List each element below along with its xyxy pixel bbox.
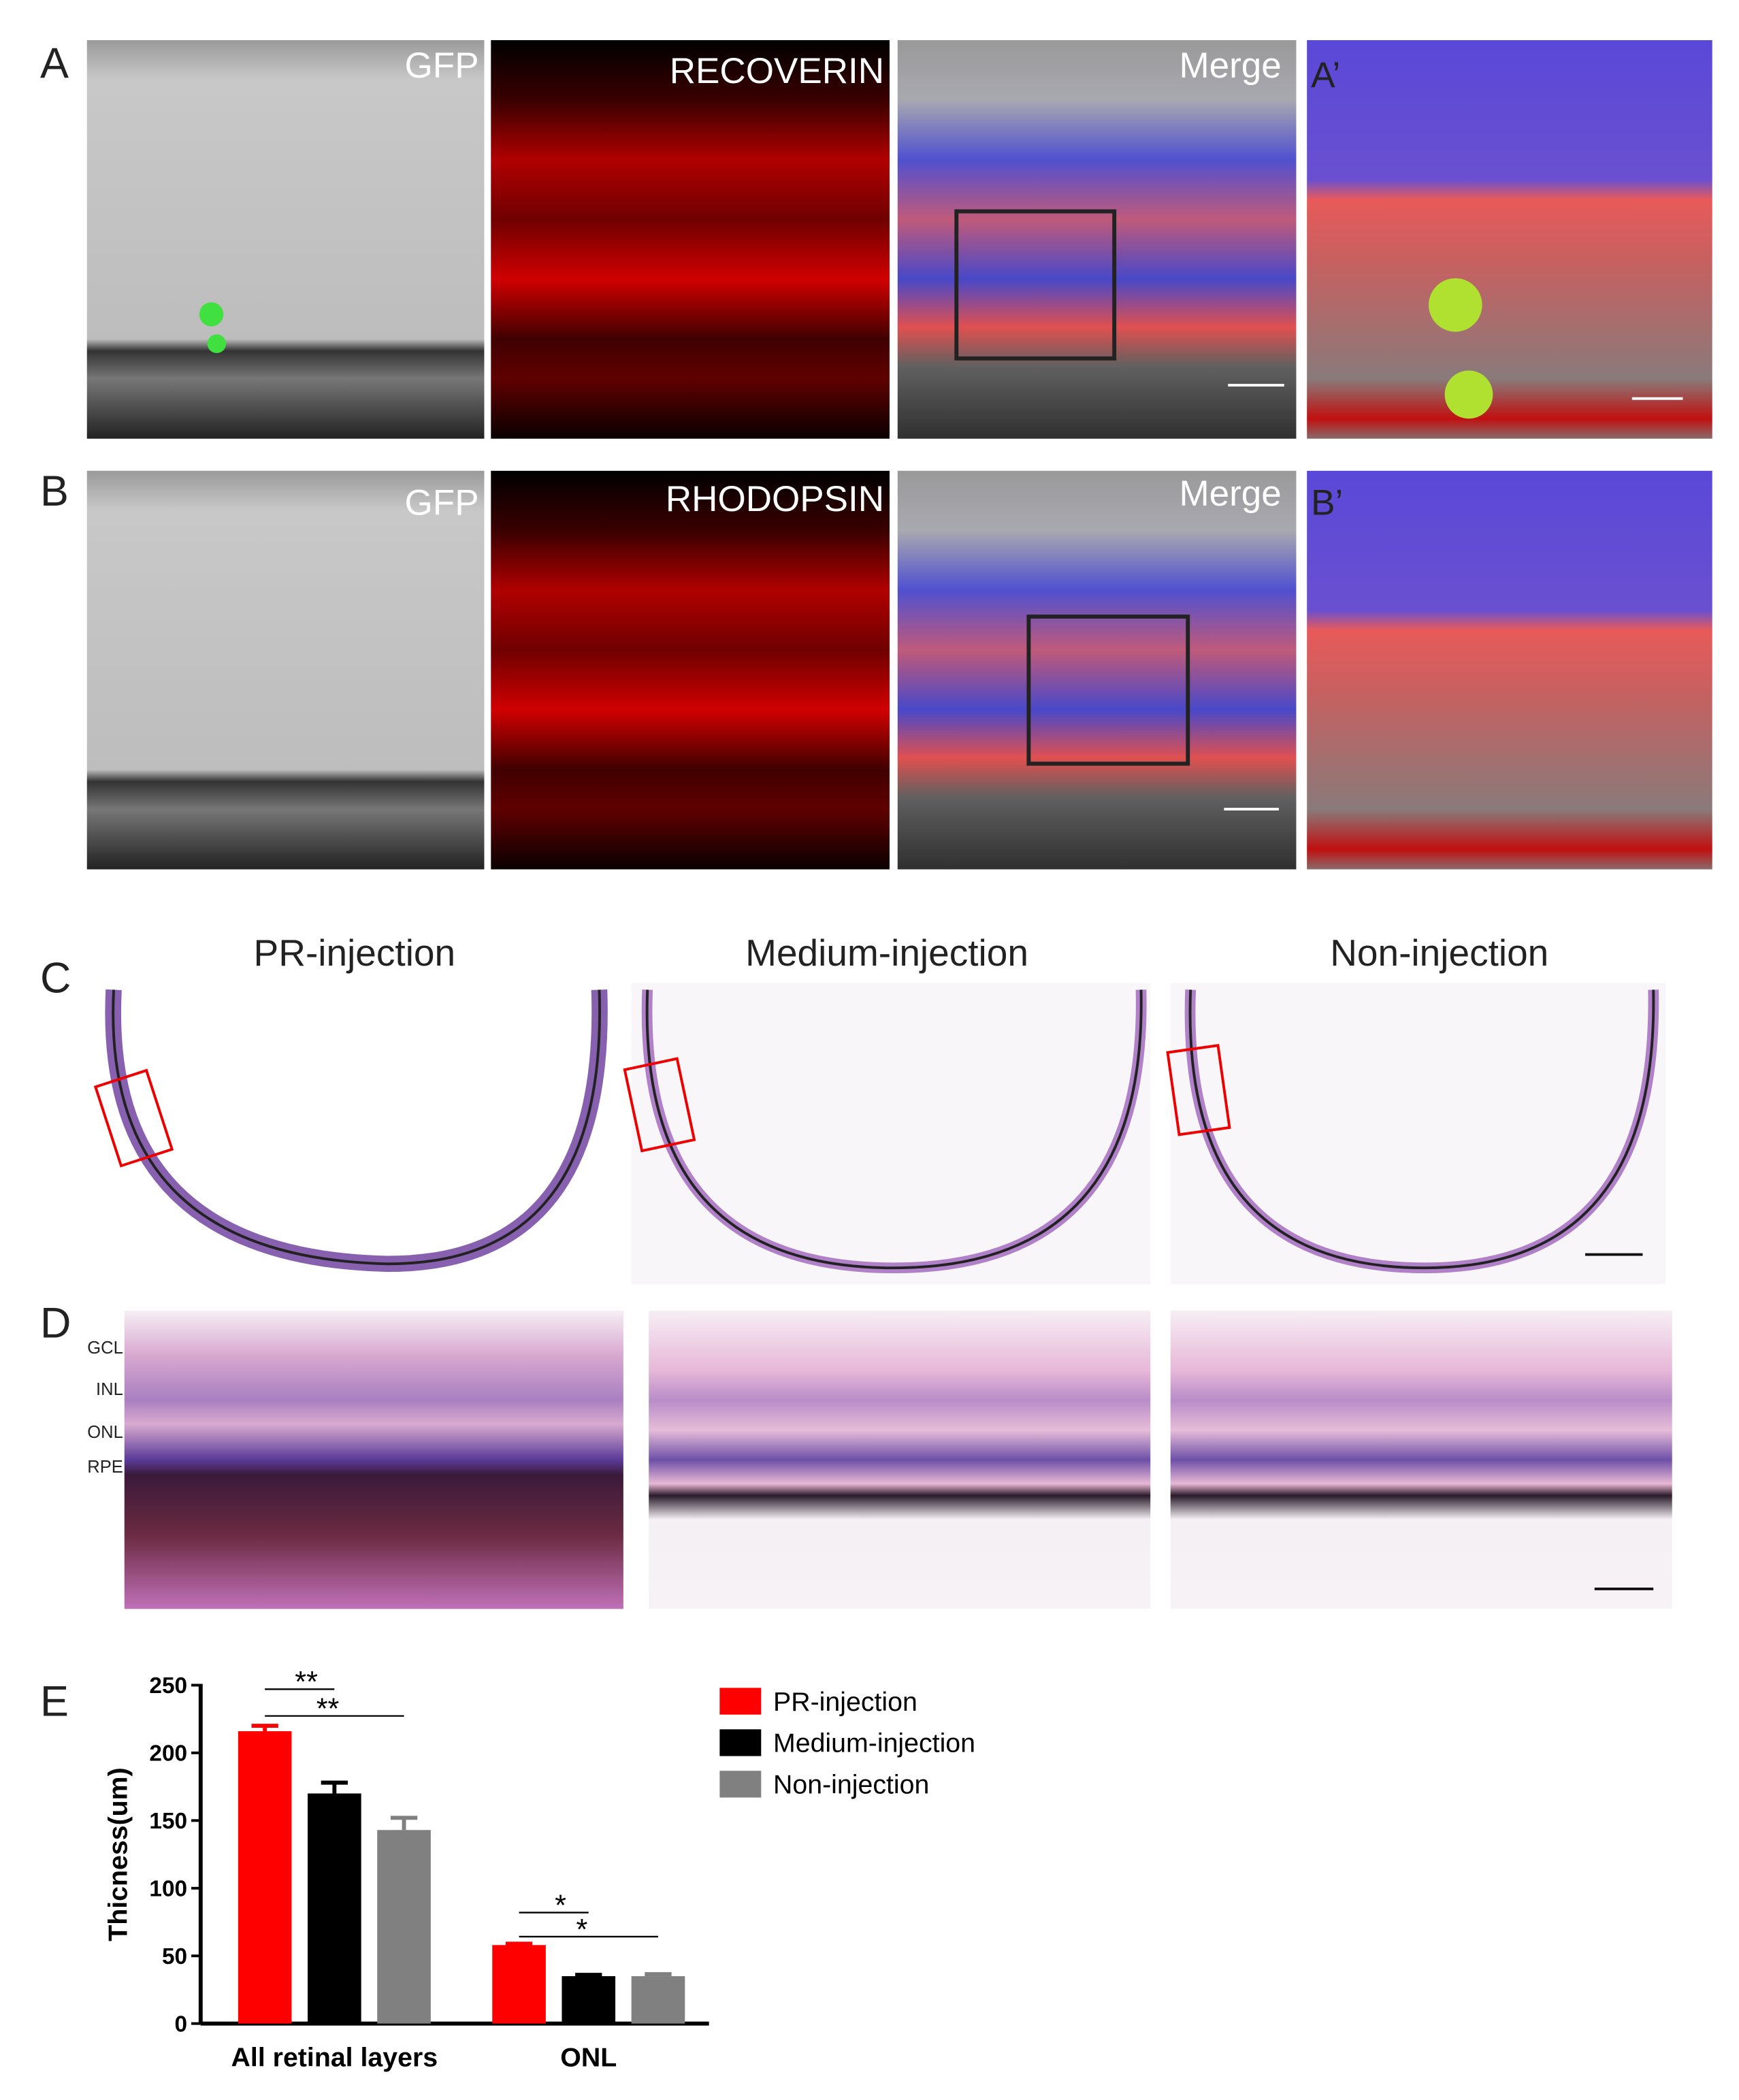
micrograph bbox=[491, 470, 890, 870]
significance-label: * bbox=[576, 1914, 588, 1946]
eye-section bbox=[105, 989, 608, 1273]
column-title: Non-injection bbox=[1330, 932, 1548, 974]
region-box bbox=[623, 1057, 696, 1153]
legend-swatch bbox=[719, 1688, 762, 1715]
bar bbox=[308, 1793, 361, 2024]
error-bar bbox=[575, 1973, 602, 1978]
bar-chart: 0 50 100 150 200 250 Thicness(um) All retinal l… bbox=[103, 1666, 975, 2072]
panel-label: B bbox=[40, 467, 69, 515]
y-axis-title: Thicness(um) bbox=[103, 1767, 133, 1941]
micrograph bbox=[649, 1311, 1151, 1609]
micrograph bbox=[1307, 470, 1712, 870]
micrograph bbox=[86, 470, 485, 870]
y-tick-label: 50 bbox=[162, 1944, 187, 1969]
panel-label: E bbox=[40, 1678, 69, 1726]
micrograph bbox=[897, 39, 1297, 439]
micrograph bbox=[1170, 1311, 1672, 1609]
eye-section bbox=[645, 989, 1143, 1270]
bar bbox=[492, 1945, 546, 2024]
image-label: Merge bbox=[1179, 46, 1281, 86]
gfp-cell bbox=[1429, 278, 1482, 332]
micrograph bbox=[124, 1311, 623, 1609]
x-tick-label: ONL bbox=[560, 2043, 617, 2073]
bar bbox=[562, 1976, 616, 2024]
legend-label: Medium-injection bbox=[773, 1728, 975, 1758]
image-label: GFP bbox=[405, 483, 479, 523]
legend-label: Non-injection bbox=[773, 1770, 929, 1800]
legend-label: PR-injection bbox=[773, 1687, 917, 1717]
eye-section bbox=[1188, 989, 1655, 1270]
legend-swatch bbox=[719, 1771, 762, 1798]
x-tick-label: All retinal layers bbox=[231, 2043, 438, 2073]
region-box bbox=[93, 1068, 174, 1168]
micrograph bbox=[491, 39, 890, 439]
image-label: RECOVERIN bbox=[670, 51, 884, 91]
gfp-cell bbox=[207, 334, 227, 353]
image-label: RHODOPSIN bbox=[666, 479, 884, 519]
y-tick-label: 250 bbox=[149, 1673, 187, 1699]
region-box bbox=[1166, 1044, 1231, 1136]
image-label: A’ bbox=[1311, 55, 1340, 95]
error-bar bbox=[505, 1941, 533, 1946]
eye-section bbox=[112, 989, 602, 1266]
micrograph bbox=[86, 39, 485, 439]
bar bbox=[238, 1731, 292, 2024]
bar bbox=[377, 1830, 431, 2024]
y-tick-label: 0 bbox=[175, 2012, 188, 2037]
error-bar bbox=[251, 1724, 278, 1732]
zoom-box bbox=[1026, 614, 1190, 766]
layer-label: INL bbox=[96, 1380, 123, 1399]
layer-label: GCL bbox=[87, 1339, 123, 1358]
y-tick-label: 200 bbox=[149, 1741, 187, 1767]
error-bar bbox=[390, 1816, 418, 1831]
gfp-cell bbox=[1444, 370, 1493, 419]
legend-swatch bbox=[719, 1729, 762, 1756]
layer-label: ONL bbox=[87, 1423, 123, 1442]
micrograph bbox=[1307, 39, 1712, 439]
column-title: PR-injection bbox=[254, 932, 456, 974]
significance-label: * bbox=[555, 1889, 566, 1922]
y-tick-label: 150 bbox=[149, 1809, 187, 1834]
significance-label: ** bbox=[295, 1666, 318, 1699]
image-label: GFP bbox=[405, 46, 479, 86]
layer-label: RPE bbox=[87, 1458, 123, 1477]
y-tick-label: 100 bbox=[149, 1877, 187, 1902]
gfp-cell bbox=[199, 302, 224, 327]
significance-label: ** bbox=[316, 1693, 340, 1726]
column-title: Medium-injection bbox=[745, 932, 1028, 974]
micrograph bbox=[1170, 983, 1665, 1284]
image-label: B’ bbox=[1311, 483, 1343, 523]
panel-label: D bbox=[40, 1299, 71, 1347]
error-bar bbox=[645, 1972, 672, 1977]
micrograph bbox=[631, 983, 1151, 1284]
micrograph bbox=[897, 470, 1297, 870]
image-label: Merge bbox=[1179, 474, 1281, 514]
zoom-box bbox=[954, 209, 1117, 361]
error-bar bbox=[321, 1780, 348, 1794]
bar bbox=[631, 1976, 685, 2024]
panel-label: A bbox=[40, 39, 69, 87]
panel-label: C bbox=[40, 954, 71, 1002]
